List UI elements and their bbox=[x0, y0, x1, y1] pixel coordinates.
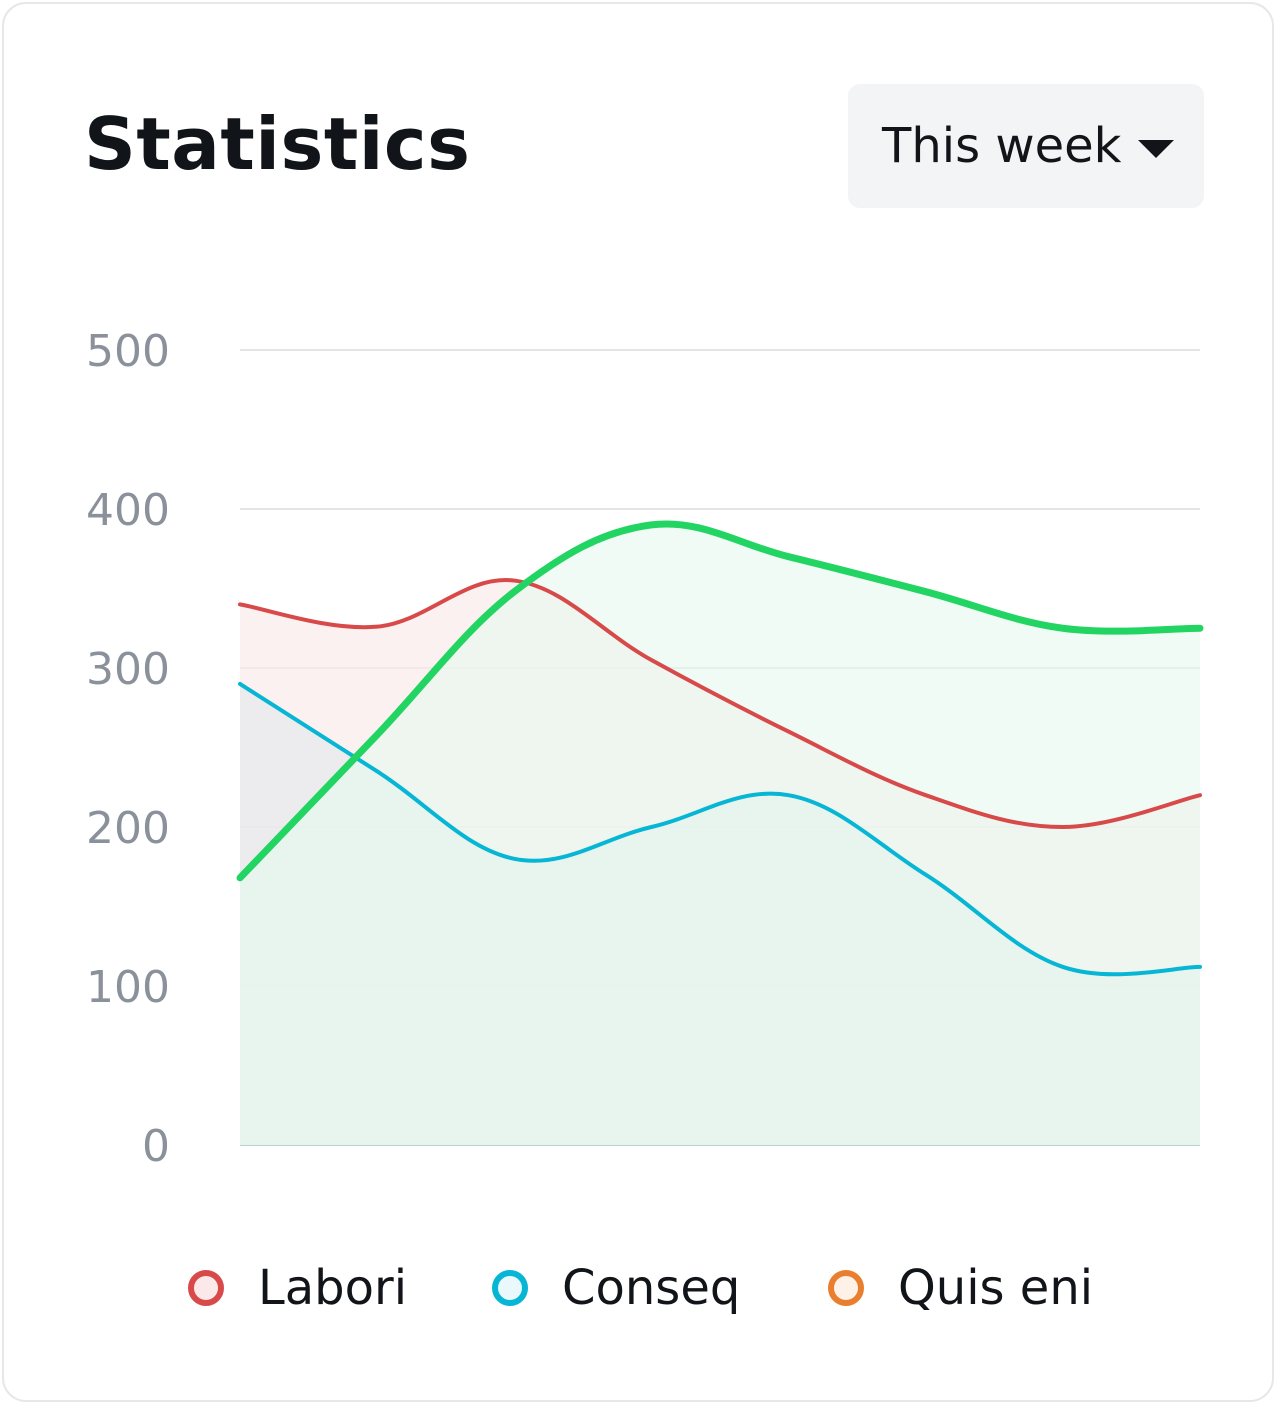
y-tick-label: 500 bbox=[86, 326, 170, 377]
legend-dot-icon bbox=[492, 1270, 528, 1306]
card-title: Statistics bbox=[84, 102, 471, 186]
legend-label: Labori bbox=[258, 1260, 408, 1316]
y-axis-ticks: 500 400 300 200 100 0 bbox=[86, 326, 170, 1172]
period-dropdown-label: This week bbox=[882, 118, 1122, 174]
legend-item-conseq[interactable]: Conseq bbox=[492, 1248, 740, 1328]
y-tick-label: 200 bbox=[86, 803, 170, 854]
y-tick-label: 0 bbox=[142, 1121, 170, 1172]
y-tick-label: 100 bbox=[86, 962, 170, 1013]
legend-item-quis-eni[interactable]: Quis eni bbox=[828, 1248, 1093, 1328]
legend-item-labori[interactable]: Labori bbox=[188, 1248, 407, 1328]
series-line-conseq bbox=[238, 681, 1202, 977]
chart-legend: Labori Conseq Quis eni bbox=[0, 1248, 1280, 1328]
period-dropdown[interactable]: This week bbox=[848, 84, 1204, 208]
series-line-labori bbox=[238, 578, 1202, 830]
y-tick-label: 300 bbox=[86, 644, 170, 695]
caret-down-icon bbox=[1138, 140, 1174, 158]
series-area-quis-eni bbox=[240, 523, 1200, 1145]
y-tick-label: 400 bbox=[86, 485, 170, 536]
legend-label: Quis eni bbox=[898, 1260, 1094, 1316]
chart-lines bbox=[236, 520, 1204, 977]
legend-dot-icon bbox=[828, 1270, 864, 1306]
series-line-quis-eni bbox=[236, 520, 1204, 882]
legend-label: Conseq bbox=[562, 1260, 741, 1316]
chart-fills bbox=[240, 523, 1200, 1145]
legend-dot-icon bbox=[188, 1270, 224, 1306]
